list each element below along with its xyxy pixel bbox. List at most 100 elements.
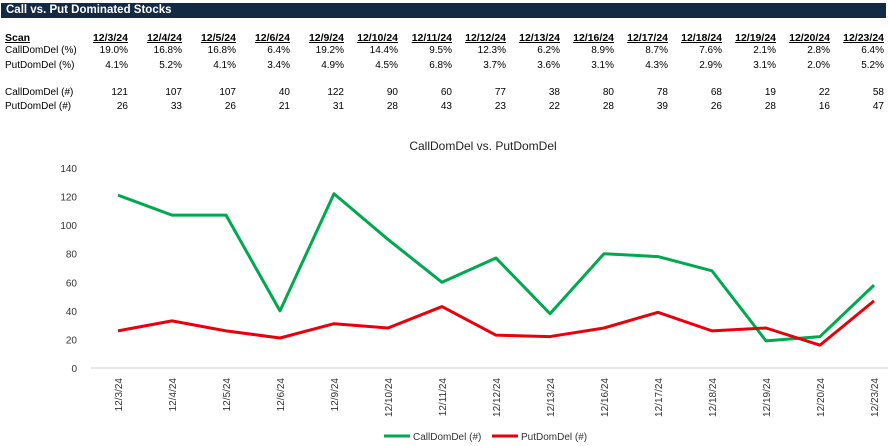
table-cell: 26 <box>116 101 128 112</box>
table-cell: 122 <box>327 87 344 98</box>
table-cell: 107 <box>219 87 236 98</box>
table-cell: 3.1% <box>591 60 614 71</box>
column-date: 12/6/24 <box>254 32 290 44</box>
table-cell: 14.4% <box>369 45 398 56</box>
table-cell: 2.8% <box>807 45 830 56</box>
table-cell: 6.8% <box>429 60 452 71</box>
table-cell: 33 <box>170 101 182 112</box>
table-cell: 19 <box>764 87 776 98</box>
table-cell: 39 <box>656 101 668 112</box>
table-cell: 47 <box>872 101 884 112</box>
table-cell: 16.8% <box>207 45 236 56</box>
table-cell: 121 <box>111 87 128 98</box>
legend-label: CallDomDel (#) <box>413 432 481 443</box>
legend-label: PutDomDel (#) <box>521 432 587 443</box>
x-tick-label: 12/11/24 <box>438 378 449 417</box>
table-cell: 3.6% <box>537 60 560 71</box>
table-cell: 23 <box>494 101 506 112</box>
y-tick-label: 60 <box>66 278 78 289</box>
table-cell: 22 <box>818 87 830 98</box>
y-tick-label: 80 <box>66 250 78 261</box>
table-cell: 26 <box>224 101 236 112</box>
table-cell: 19.0% <box>99 45 128 56</box>
table-cell: 4.9% <box>321 60 344 71</box>
table-cell: 6.4% <box>267 45 290 56</box>
table-cell: 5.2% <box>159 60 182 71</box>
table-cell: 2.9% <box>699 60 722 71</box>
table-cell: 19.2% <box>315 45 344 56</box>
x-tick-label: 12/3/24 <box>114 378 125 412</box>
table-cell: 28 <box>764 101 776 112</box>
table-cell: 78 <box>656 87 668 98</box>
x-tick-label: 12/18/24 <box>708 378 719 417</box>
series-line-call <box>117 192 876 343</box>
table-cell: 22 <box>548 101 560 112</box>
table-cell: 58 <box>872 87 884 98</box>
table-cell: 43 <box>440 101 452 112</box>
x-tick-label: 12/4/24 <box>168 378 179 412</box>
x-tick-label: 12/19/24 <box>762 378 773 417</box>
x-tick-label: 12/23/24 <box>870 378 881 417</box>
table-cell: 3.4% <box>267 60 290 71</box>
table-cell: 8.9% <box>591 45 614 56</box>
x-tick-label: 12/6/24 <box>276 378 287 412</box>
table-cell: 4.5% <box>375 60 398 71</box>
table-cell: 38 <box>548 87 560 98</box>
table-cell: 90 <box>386 87 398 98</box>
table-cell: 28 <box>602 101 614 112</box>
y-tick-label: 20 <box>66 335 78 346</box>
y-tick-label: 100 <box>60 221 77 232</box>
scan-label: Scan <box>5 32 31 44</box>
x-tick-label: 12/16/24 <box>600 378 611 417</box>
column-date: 12/20/24 <box>789 32 830 44</box>
table-cell: 68 <box>710 87 722 98</box>
column-date: 12/11/24 <box>411 32 452 44</box>
x-tick-label: 12/10/24 <box>384 378 395 417</box>
y-tick-label: 0 <box>71 364 77 375</box>
column-date: 12/12/24 <box>465 32 506 44</box>
y-tick-label: 40 <box>66 307 78 318</box>
column-date: 12/17/24 <box>627 32 668 44</box>
column-date: 12/23/24 <box>843 32 884 44</box>
table-cell: 4.1% <box>105 60 128 71</box>
row-label: CallDomDel (%) <box>5 45 77 56</box>
x-tick-label: 12/13/24 <box>546 378 557 417</box>
x-tick-label: 12/12/24 <box>492 378 503 417</box>
series-line-put <box>117 299 875 347</box>
table-cell: 60 <box>440 87 452 98</box>
row-label: CallDomDel (#) <box>5 87 74 98</box>
y-tick-label: 120 <box>60 193 77 204</box>
table-cell: 107 <box>165 87 182 98</box>
table-cell: 4.1% <box>213 60 236 71</box>
table-cell: 77 <box>494 87 506 98</box>
row-label: PutDomDel (%) <box>5 60 75 71</box>
table-cell: 28 <box>386 101 398 112</box>
table-cell: 40 <box>278 87 290 98</box>
row-label: PutDomDel (#) <box>5 101 72 112</box>
column-date: 12/9/24 <box>308 32 344 44</box>
table-cell: 16.8% <box>153 45 182 56</box>
table-cell: 16 <box>818 101 830 112</box>
table-cell: 9.5% <box>429 45 452 56</box>
y-tick-label: 140 <box>60 164 77 175</box>
table-cell: 8.7% <box>645 45 668 56</box>
column-date: 12/16/24 <box>573 32 614 44</box>
table-cell: 3.1% <box>753 60 776 71</box>
section-header: Call vs. Put Dominated Stocks <box>1 3 886 18</box>
x-tick-label: 12/5/24 <box>222 378 233 412</box>
column-date: 12/19/24 <box>735 32 776 44</box>
x-tick-label: 12/17/24 <box>654 378 665 417</box>
x-tick-label: 12/20/24 <box>816 378 827 417</box>
column-date: 12/13/24 <box>519 32 560 44</box>
table-cell: 3.7% <box>483 60 506 71</box>
table-cell: 80 <box>602 87 614 98</box>
table-cell: 26 <box>710 101 722 112</box>
table-cell: 6.4% <box>861 45 884 56</box>
table-cell: 2.0% <box>807 60 830 71</box>
column-date: 12/3/24 <box>92 32 128 44</box>
x-tick-label: 12/9/24 <box>330 378 341 412</box>
table-cell: 21 <box>278 101 290 112</box>
column-date: 12/18/24 <box>681 32 722 44</box>
table-cell: 2.1% <box>753 45 776 56</box>
